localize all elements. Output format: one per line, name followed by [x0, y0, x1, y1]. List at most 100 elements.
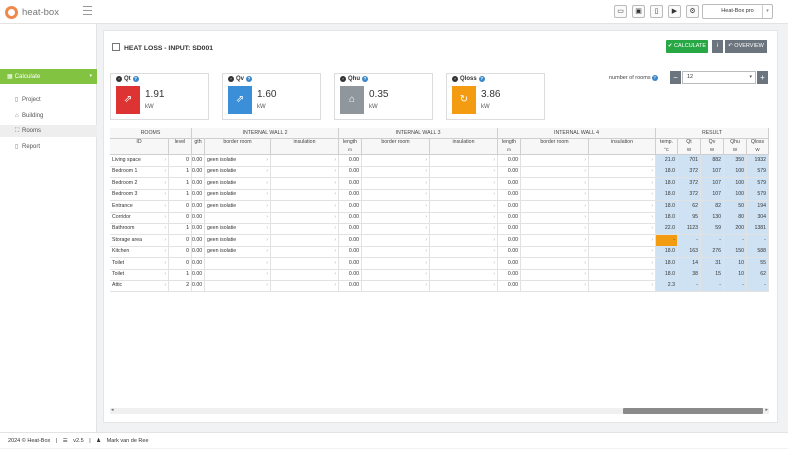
- sidebar-item-rooms[interactable]: ⛶ Rooms: [0, 125, 97, 137]
- folder-open-icon[interactable]: ▭: [614, 5, 627, 18]
- table-cell-b3[interactable]: [362, 246, 430, 258]
- info-button[interactable]: i: [712, 40, 723, 53]
- stat-header[interactable]: › Qhu?: [340, 76, 368, 82]
- help-icon[interactable]: ?: [246, 76, 253, 82]
- table-cell-l3[interactable]: 0.00: [339, 280, 362, 292]
- table-cell-b2[interactable]: [205, 280, 271, 292]
- table-cell-b2[interactable]: geen isolatie: [205, 223, 271, 235]
- table-cell-b4[interactable]: [521, 280, 589, 292]
- table-cell-i3[interactable]: [430, 189, 498, 201]
- table-cell-temp: 2.3: [656, 280, 678, 292]
- table-cell-level[interactable]: 1: [169, 223, 192, 235]
- decrease-rooms-button[interactable]: −: [670, 71, 681, 84]
- overview-button[interactable]: ↶ OVERVIEW: [725, 40, 767, 53]
- column-header-label: insulation: [293, 139, 316, 145]
- table-cell-qloss: 579: [747, 166, 769, 178]
- sidebar-item-project[interactable]: ▯ Project: [0, 94, 97, 106]
- scrollbar-thumb[interactable]: [623, 408, 763, 414]
- column-unit: W: [709, 147, 715, 152]
- page-title: HEAT LOSS - INPUT: SD001: [112, 43, 213, 52]
- table-cell-b2[interactable]: geen isolatie: [205, 246, 271, 258]
- scroll-right-icon[interactable]: ▸: [765, 407, 768, 413]
- table-cell-id[interactable]: Attic: [110, 280, 169, 292]
- column-header-label: Qloss: [750, 139, 765, 145]
- table-cell-id[interactable]: Bathroom: [110, 223, 169, 235]
- column-unit: W: [755, 147, 760, 152]
- table-cell-i4[interactable]: [589, 280, 656, 292]
- youtube-icon[interactable]: ▶: [668, 5, 681, 18]
- table-cell-b4[interactable]: [521, 189, 589, 201]
- table-cell-b4[interactable]: [521, 223, 589, 235]
- stat-value: 1.60: [257, 89, 277, 100]
- table-cell-i4[interactable]: [589, 166, 656, 178]
- save-icon[interactable]: ▣: [632, 5, 645, 18]
- table-cell-i2[interactable]: [271, 166, 339, 178]
- table-cell-l4[interactable]: 0.00: [498, 189, 521, 201]
- table-cell-i3[interactable]: [430, 223, 498, 235]
- table-cell-i4[interactable]: [589, 246, 656, 258]
- table-cell-b4[interactable]: [521, 166, 589, 178]
- table-cell-qhu: 100: [724, 166, 747, 178]
- help-icon[interactable]: ?: [651, 75, 658, 81]
- table-cell-l3[interactable]: 0.00: [339, 189, 362, 201]
- rooms-count-select[interactable]: 12 ▾: [682, 71, 756, 84]
- table-cell-i3[interactable]: [430, 246, 498, 258]
- table-cell-id[interactable]: Bedroom 3: [110, 189, 169, 201]
- table-cell-level[interactable]: 2: [169, 280, 192, 292]
- scroll-left-icon[interactable]: ◂: [111, 407, 114, 413]
- table-cell-i2[interactable]: [271, 223, 339, 235]
- help-icon[interactable]: ?: [478, 76, 485, 82]
- gear-icon[interactable]: ⚙: [686, 5, 699, 18]
- table-cell-l4[interactable]: 0.00: [498, 223, 521, 235]
- table-cell-i2[interactable]: [271, 189, 339, 201]
- table-cell-b3[interactable]: [362, 189, 430, 201]
- help-icon[interactable]: ?: [362, 76, 368, 82]
- logo[interactable]: heat-box: [5, 5, 59, 19]
- table-cell-i2[interactable]: [271, 280, 339, 292]
- sidebar-item-calculate[interactable]: ▦ Calculate ▾: [0, 69, 97, 84]
- table-cell-l3[interactable]: 0.00: [339, 166, 362, 178]
- sidebar-item-report[interactable]: ▯ Report: [0, 141, 97, 153]
- table-cell-l4[interactable]: 0.00: [498, 246, 521, 258]
- table-cell-b3[interactable]: [362, 166, 430, 178]
- table-cell-b4[interactable]: [521, 246, 589, 258]
- table-cell-l4[interactable]: 0.00: [498, 166, 521, 178]
- table-cell-i3[interactable]: [430, 166, 498, 178]
- column-unit: °C: [663, 147, 670, 152]
- sidebar-item-building[interactable]: ⌂ Building: [0, 110, 97, 122]
- table-cell-b3[interactable]: [362, 280, 430, 292]
- table-cell-id[interactable]: Bedroom 1: [110, 166, 169, 178]
- table-cell-b2[interactable]: geen isolatie: [205, 189, 271, 201]
- table-cell-i2[interactable]: [271, 246, 339, 258]
- logo-icon: [5, 5, 18, 19]
- table-cell-l2[interactable]: 0.00: [192, 223, 205, 235]
- table-cell-l2[interactable]: 0.00: [192, 280, 205, 292]
- table-cell-level[interactable]: 0: [169, 246, 192, 258]
- table-cell-l3[interactable]: 0.00: [339, 223, 362, 235]
- calculate-button[interactable]: ✔ CALCULATE: [666, 40, 708, 53]
- table-cell-b3[interactable]: [362, 223, 430, 235]
- table-cell-level[interactable]: 1: [169, 189, 192, 201]
- table-cell-l2[interactable]: 0.00: [192, 246, 205, 258]
- new-document-icon[interactable]: ▯: [650, 5, 663, 18]
- stat-header[interactable]: › Qv?: [228, 76, 253, 82]
- table-cell-l3[interactable]: 0.00: [339, 246, 362, 258]
- table-cell-i4[interactable]: [589, 223, 656, 235]
- increase-rooms-button[interactable]: +: [757, 71, 768, 84]
- stat-header[interactable]: › Qloss?: [452, 76, 485, 82]
- table-cell-i4[interactable]: [589, 189, 656, 201]
- project-select[interactable]: Heat-Box pro ▾: [702, 4, 773, 19]
- stat-header[interactable]: › Qt?: [116, 76, 139, 82]
- stat-label: Qloss: [460, 76, 477, 82]
- horizontal-scrollbar[interactable]: ◂ ▸: [110, 407, 769, 414]
- table-cell-i3[interactable]: [430, 280, 498, 292]
- menu-toggle-icon[interactable]: [83, 6, 92, 15]
- table-cell-level[interactable]: 1: [169, 166, 192, 178]
- table-cell-b2[interactable]: geen isolatie: [205, 166, 271, 178]
- sidebar: ▦ Calculate ▾ ▯ Project ⌂ Building ⛶ Rooms …: [0, 24, 97, 432]
- table-cell-l2[interactable]: 0.00: [192, 166, 205, 178]
- help-icon[interactable]: ?: [132, 76, 139, 82]
- table-cell-id[interactable]: Kitchen: [110, 246, 169, 258]
- table-cell-l4[interactable]: 0.00: [498, 280, 521, 292]
- table-cell-l2[interactable]: 0.00: [192, 189, 205, 201]
